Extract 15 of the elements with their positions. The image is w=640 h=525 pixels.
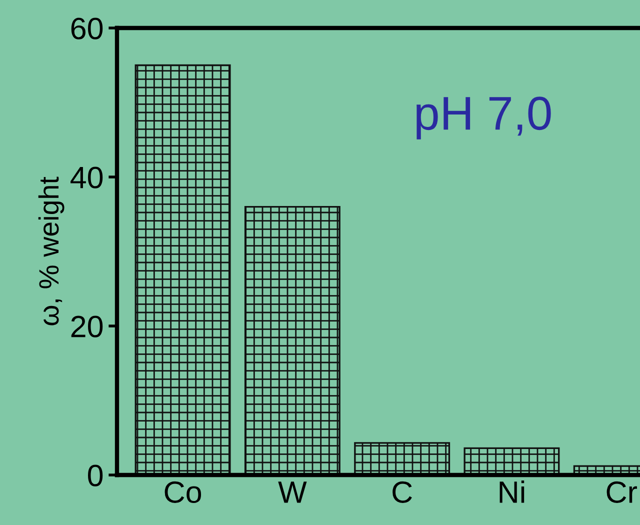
annotation: pH 7,0 xyxy=(416,96,551,140)
y-tick-label: 0 xyxy=(88,464,103,486)
x-tick-label: Ni xyxy=(500,480,524,503)
x-tick-label: C xyxy=(392,481,412,503)
x-tick-label: Co xyxy=(164,481,202,503)
y-axis-title: ω, % weight xyxy=(38,176,64,326)
bar xyxy=(354,442,450,475)
y-tick-label: 60 xyxy=(71,18,103,40)
bar xyxy=(244,206,340,475)
x-tick-label: Cr xyxy=(606,481,637,503)
bar xyxy=(134,64,231,475)
y-tick-label: 40 xyxy=(70,166,103,188)
y-tick-label: 20 xyxy=(71,316,103,338)
bar xyxy=(464,447,560,475)
x-tick-label: W xyxy=(278,482,307,503)
